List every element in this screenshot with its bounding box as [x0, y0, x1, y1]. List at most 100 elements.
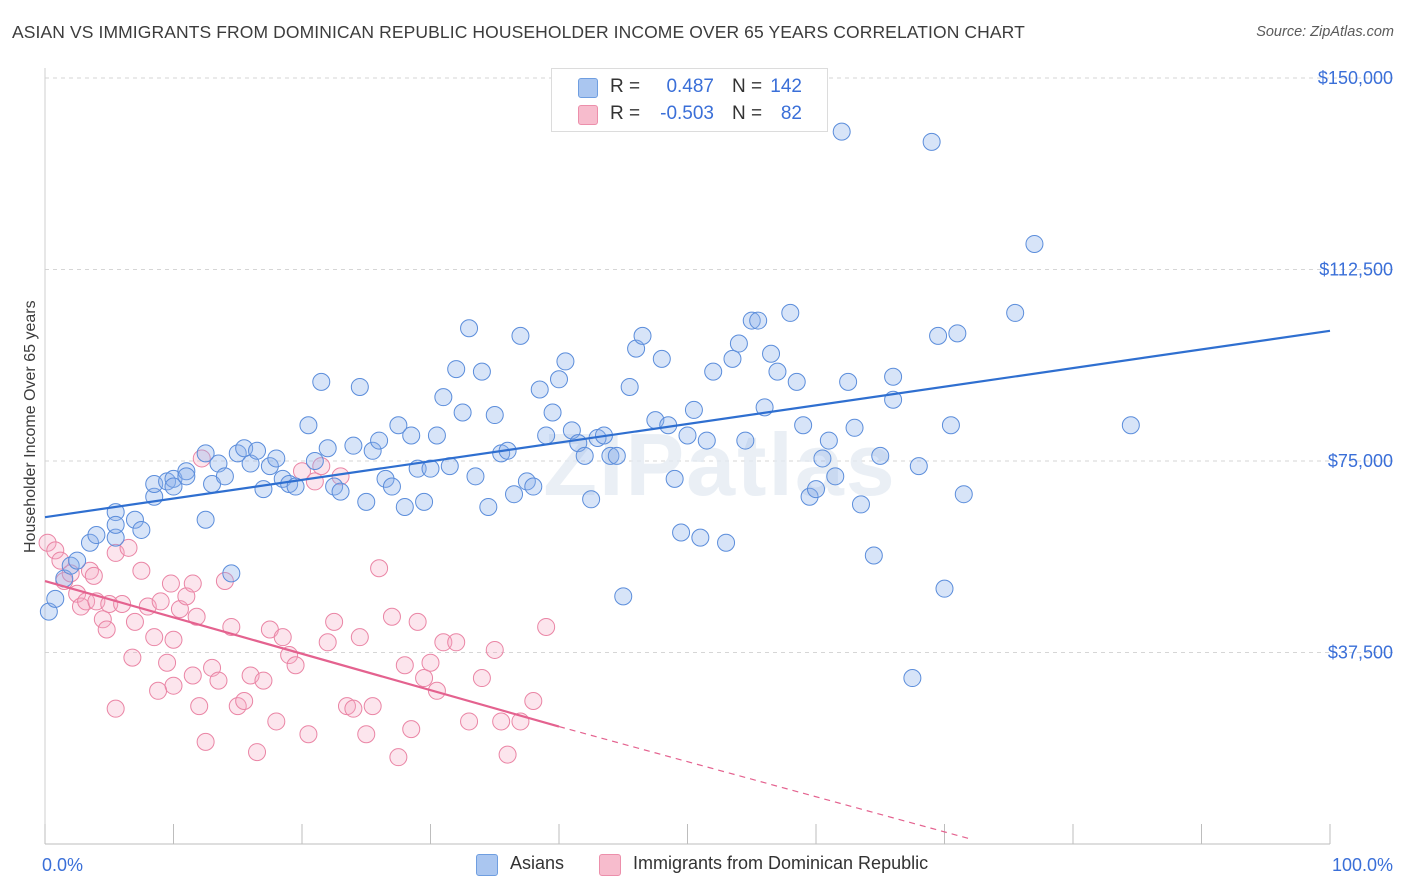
data-point [357, 492, 376, 511]
data-point [948, 324, 967, 343]
data-point [248, 743, 267, 762]
data-point [524, 692, 543, 711]
data-point [267, 449, 286, 468]
legend-swatch-pink [578, 105, 598, 125]
data-point [762, 344, 781, 363]
data-point [209, 671, 228, 690]
data-point [331, 482, 350, 501]
data-point [575, 446, 594, 465]
data-point [807, 480, 825, 499]
data-point [222, 564, 241, 583]
data-point [382, 477, 401, 496]
data-point [601, 446, 620, 465]
data-point [845, 418, 864, 437]
series-legend: Asians Immigrants from Dominican Republi… [0, 852, 1406, 876]
data-point [395, 497, 414, 516]
data-point [550, 370, 568, 389]
data-point [524, 477, 543, 496]
data-point [556, 352, 575, 371]
data-point [151, 592, 170, 611]
data-point [357, 725, 376, 744]
data-point [749, 311, 768, 330]
data-point [851, 495, 870, 514]
data-point [729, 334, 748, 353]
data-point [164, 477, 183, 496]
legend-r-value: -0.503 [660, 103, 714, 124]
data-point [325, 612, 344, 631]
legend-r-label: R = [610, 76, 641, 97]
data-point [800, 487, 819, 506]
data-point [485, 406, 504, 425]
data-point [672, 523, 691, 542]
data-point [125, 612, 144, 631]
data-point [190, 697, 209, 716]
data-point [537, 617, 556, 636]
y-tick-label: $150,000 [1318, 68, 1393, 88]
x-tick-labels: 0.0% 100.0% [42, 855, 1393, 875]
data-point [819, 431, 838, 450]
data-point [106, 699, 125, 718]
data-point [106, 515, 125, 534]
pink-series-points [38, 449, 556, 767]
data-point [183, 574, 202, 593]
data-point [607, 446, 626, 465]
blue-series-points [39, 122, 1140, 688]
data-point [235, 692, 254, 711]
data-point [344, 436, 363, 455]
data-point [312, 372, 331, 391]
trend-line-dominican-extrapolated [558, 725, 971, 840]
data-point [260, 457, 279, 476]
axes [44, 68, 1331, 845]
data-point [614, 587, 633, 606]
data-point [93, 610, 112, 629]
data-point [215, 467, 234, 486]
data-point [665, 469, 684, 488]
data-point [427, 681, 446, 700]
trend-lines [44, 329, 1331, 840]
data-point [125, 510, 144, 529]
data-point [273, 628, 292, 647]
data-point [447, 633, 466, 652]
data-point [1006, 303, 1025, 322]
data-point [794, 416, 813, 435]
data-point [149, 681, 168, 700]
data-point [929, 326, 948, 345]
data-point [903, 669, 922, 688]
data-point [196, 510, 215, 529]
data-point [697, 431, 716, 450]
y-tick-label: $37,500 [1328, 643, 1393, 663]
legend-swatch-blue [476, 854, 498, 876]
data-point [344, 699, 363, 718]
data-point [434, 633, 453, 652]
legend-swatch-blue [578, 78, 598, 98]
data-point [389, 416, 408, 435]
data-point [460, 319, 479, 338]
data-point [1025, 234, 1044, 253]
data-point [196, 444, 215, 463]
data-point [884, 367, 903, 386]
legend-swatch-pink [599, 854, 621, 876]
gridlines [45, 77, 1395, 653]
data-point [87, 526, 106, 545]
data-point [370, 431, 389, 450]
data-point [389, 748, 408, 767]
data-point [453, 403, 472, 422]
data-point [80, 533, 99, 552]
data-point [871, 446, 890, 465]
data-point [123, 648, 142, 667]
data-point [254, 671, 273, 690]
data-point [787, 372, 806, 391]
data-point [717, 533, 736, 552]
data-point [84, 566, 103, 585]
trend-line-dominican [44, 579, 560, 728]
data-point [922, 132, 941, 151]
data-point [909, 457, 928, 476]
legend-n-value: 82 [780, 103, 802, 124]
data-point [620, 377, 639, 396]
data-point [498, 745, 517, 764]
data-point [485, 640, 504, 659]
data-point [318, 633, 337, 652]
data-point [145, 628, 164, 647]
data-point [132, 520, 151, 539]
